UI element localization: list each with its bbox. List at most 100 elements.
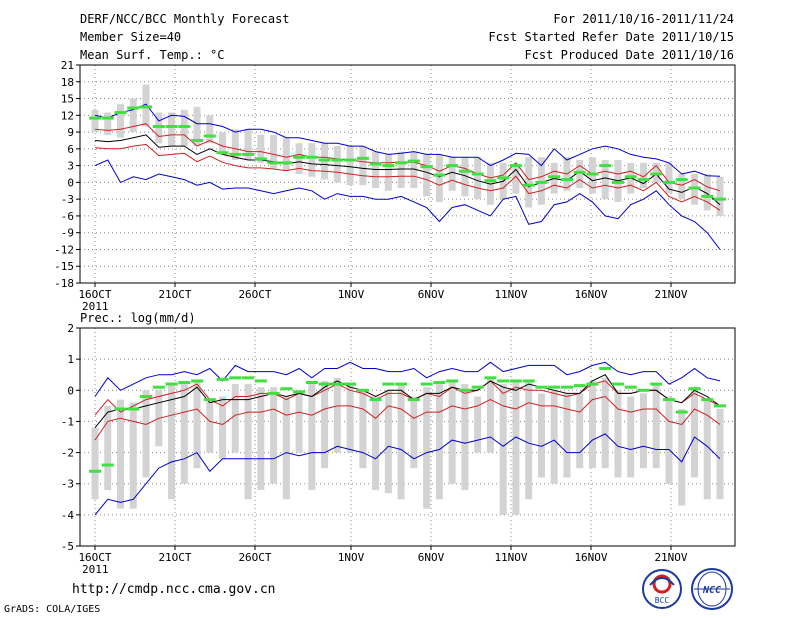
member-size: Member Size=40 [80, 30, 182, 44]
ensemble-mean-mark [318, 382, 331, 386]
y-tick-label: 12 [61, 109, 74, 122]
spread-box [537, 393, 545, 478]
precip-axis-title: Prec.: log(mm/d) [80, 311, 196, 325]
ensemble-mean-mark [637, 178, 650, 182]
ensemble-mean-mark [433, 381, 446, 384]
ensemble-mean-mark [89, 116, 101, 120]
ensemble-mean-mark [382, 164, 395, 168]
spread-box [206, 399, 214, 453]
spread-box [282, 396, 290, 500]
x-tick-label: 1NOV [338, 288, 365, 301]
ensemble-mean-mark [356, 388, 369, 392]
ensemble-mean-mark [216, 377, 229, 381]
ensemble-mean-mark [446, 379, 459, 383]
spread-box [576, 393, 584, 469]
ensemble-mean-mark [267, 391, 280, 395]
spread-box [180, 384, 188, 484]
ensemble-mean-mark [662, 180, 675, 184]
bcc-logo-icon: BCC [642, 569, 682, 609]
source-url[interactable]: http://cmdp.ncc.cma.gov.cn [72, 582, 276, 597]
spread-box [206, 115, 214, 144]
x-tick-label: 21NOV [654, 551, 687, 564]
y-tick-label: -1 [61, 415, 74, 428]
spread-box [270, 387, 278, 484]
ensemble-mean-mark [650, 382, 663, 386]
y-tick-label: -4 [61, 509, 75, 522]
ensemble-mean-mark [216, 151, 229, 155]
y-tick-label: 0 [67, 176, 74, 189]
x-tick-label: 26OCT [238, 288, 271, 301]
ensemble-mean-mark [280, 387, 293, 391]
spread-box [359, 146, 367, 186]
ensemble-mean-mark [318, 158, 331, 162]
y-tick-label: -5 [61, 540, 74, 553]
spread-box [282, 137, 290, 172]
ensemble-mean-mark [458, 388, 471, 392]
max-line [94, 361, 721, 397]
spread-box [614, 390, 622, 478]
ensemble-mean-mark [471, 385, 484, 389]
spread-box [308, 384, 316, 490]
y-tick-label: -3 [61, 478, 74, 491]
spread-box [627, 396, 635, 478]
ensemble-mean-mark [599, 164, 612, 168]
ensemble-mean-mark [560, 385, 573, 389]
spread-box [270, 134, 278, 169]
spread-box [142, 390, 150, 478]
ensemble-mean-mark [369, 162, 382, 166]
spread-box [512, 380, 520, 515]
x-tick-label: 16OCT [78, 288, 111, 301]
ensemble-mean-mark [165, 124, 178, 128]
ensemble-mean-mark [522, 379, 535, 383]
plot-frame [79, 327, 736, 547]
variable-label: Mean Surf. Temp.: °C [80, 48, 225, 62]
ensemble-mean-mark [535, 180, 548, 184]
x-tick-label: 11NOV [494, 551, 527, 564]
spread-box [563, 393, 571, 478]
x-tick-label: 26OCT [238, 551, 271, 564]
ensemble-mean-mark [420, 382, 433, 386]
ensemble-mean-mark [101, 463, 114, 467]
ensemble-mean-mark [280, 161, 293, 165]
spread-box [461, 384, 469, 490]
ensemble-mean-mark [624, 385, 637, 389]
upper-quartile-line [94, 380, 721, 416]
spread-box [639, 393, 647, 469]
ensemble-mean-mark [675, 178, 688, 182]
ensemble-mean-mark [254, 157, 267, 161]
spread-box [129, 98, 137, 133]
ensemble-mean-mark [420, 165, 433, 169]
ensemble-mean-mark [203, 398, 216, 402]
ensemble-mean-mark [229, 152, 242, 156]
spread-box [104, 405, 112, 490]
spread-box [91, 109, 99, 133]
ensemble-mean-mark [560, 178, 573, 182]
ensemble-mean-mark [140, 105, 153, 109]
y-tick-label: 9 [67, 126, 74, 139]
ensemble-mean-mark [701, 398, 714, 402]
lower-quartile-line [94, 143, 721, 211]
logos: BCC NCC [642, 568, 733, 610]
ensemble-mean-mark [395, 161, 408, 165]
spread-box [104, 112, 112, 135]
chart-panel-1: 21 18 15 12 9 6 3 0 -3 -6 -9 -12 -15 -18 16OCT 21OCT 26O… [54, 59, 736, 313]
spread-box [512, 165, 520, 194]
forecast-started: Fcst Started Refer Date 2011/10/15 [488, 30, 734, 44]
spread-box [117, 104, 125, 138]
ensemble-mean-mark [688, 186, 701, 190]
ensemble-mean-mark [140, 395, 153, 399]
ensemble-mean-mark [356, 156, 369, 160]
bcc-logo-text: BCC [655, 596, 670, 605]
y-tick-label: -3 [61, 193, 74, 206]
y-tick-label: 0 [67, 384, 74, 397]
ensemble-mean-mark [305, 381, 318, 384]
upper-quartile-line [94, 123, 721, 192]
spread-box [193, 106, 201, 147]
x-tick-label: 1NOV [338, 551, 365, 564]
ensemble-mean-mark [573, 384, 586, 388]
spread-box [703, 174, 711, 211]
spread-box [474, 396, 482, 453]
ensemble-mean-mark [471, 172, 484, 176]
min-line [94, 433, 721, 516]
